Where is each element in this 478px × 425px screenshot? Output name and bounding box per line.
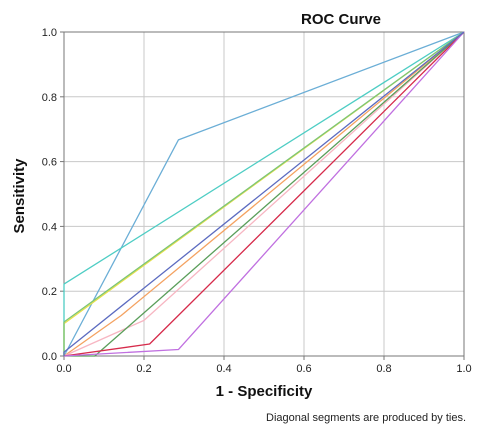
y-tick-label: 0.8 [42,92,57,104]
chart-title: ROC Curve [301,11,381,28]
footnote: Diagonal segments are produced by ties. [266,412,466,424]
y-tick-label: 0.0 [42,351,57,363]
x-tick-label: 1.0 [456,363,471,375]
grid [64,32,464,356]
roc-series-line-5 [63,31,465,357]
y-axis: 0.0 0.2 0.4 0.6 0.8 1.0 [42,27,64,363]
y-tick-label: 0.4 [42,221,57,233]
series-group [63,31,465,357]
roc-series-line-9 [63,31,465,357]
roc-series-line-4 [63,31,465,356]
y-tick-label: 0.6 [42,157,57,169]
roc-series-line-6 [63,31,465,357]
roc-series-line-1 [63,31,465,357]
x-tick-label: 0.4 [216,363,231,375]
roc-series-line-10 [63,31,465,356]
x-axis: 0.0 0.2 0.4 0.6 0.8 1.0 [56,356,472,375]
y-axis-label: Sensitivity [11,158,28,234]
roc-series-line-8 [63,31,465,357]
x-tick-label: 0.6 [296,363,311,375]
x-tick-label: 0.8 [376,363,391,375]
y-tick-label: 1.0 [42,27,57,39]
plot-frame [63,31,465,357]
x-tick-label: 0.2 [136,363,151,375]
y-tick-label: 0.2 [42,286,57,298]
x-axis-label: 1 - Specificity [216,383,313,400]
x-tick-label: 0.0 [56,363,71,375]
